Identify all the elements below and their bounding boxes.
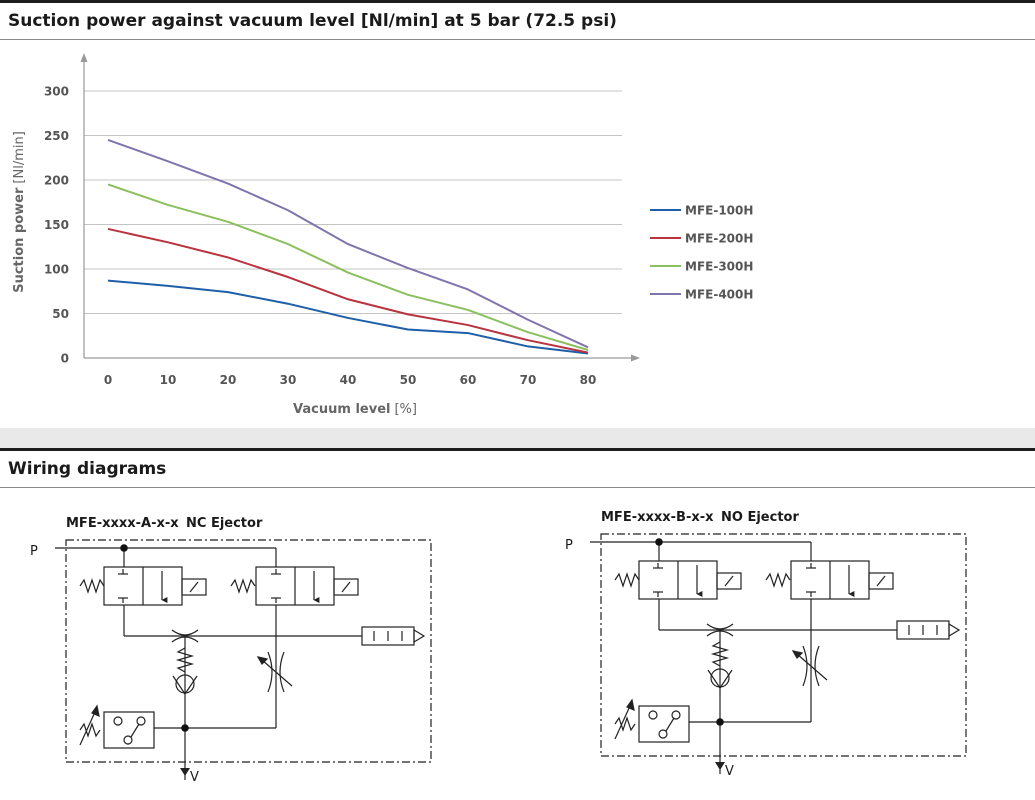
wiring-section-header: Wiring diagrams [0,448,1035,488]
series-line-mfe-100h [107,279,589,355]
chart-section-title: Suction power against vacuum level [Nl/m… [8,11,617,31]
legend-label: MFE-300H [685,260,753,274]
nc-ejector-schematic [55,540,431,780]
no-diagram-type: NO Ejector [721,510,799,525]
y-tick-labels: 0 50 100 150 200 250 300 [44,85,69,366]
x-tick-label: 70 [520,373,537,387]
x-axis-label: Vacuum level [%] [293,402,417,417]
x-tick-label: 0 [104,373,112,387]
series-line-mfe-200h [107,227,589,354]
y-tick-label: 0 [61,352,69,366]
wiring-diagrams: MFE-xxxx-A-x-x NC Ejector P V MFE-xxxx-B… [30,510,1035,785]
no-diagram-code: MFE-xxxx-B-x-x [601,510,714,525]
y-tick-label: 150 [44,218,69,232]
y-tick-label: 100 [44,263,69,277]
nc-diagram-type: NC Ejector [186,516,263,531]
wiring-diagram-no: MFE-xxxx-B-x-x NO Ejector P V [565,510,966,779]
nc-port-v-label: V [190,770,199,785]
chart-axes [80,53,640,362]
y-axis-label-text: Suction power [12,187,27,293]
x-tick-label: 50 [400,373,417,387]
x-tick-label: 30 [280,373,297,387]
chart-section-header: Suction power against vacuum level [Nl/m… [0,0,1035,40]
y-tick-label: 50 [52,307,69,321]
no-port-v-label: V [725,764,734,779]
legend-label: MFE-100H [685,204,753,218]
x-tick-label: 60 [460,373,477,387]
wiring-diagram-nc: MFE-xxxx-A-x-x NC Ejector P V [30,516,431,785]
no-ejector-schematic [590,534,966,774]
x-tick-label: 40 [340,373,357,387]
chart-legend: MFE-100H MFE-200H MFE-300H MFE-400H [650,204,753,302]
legend-label: MFE-400H [685,288,753,302]
x-axis-arrow [631,354,640,362]
series-line-mfe-300h [107,183,589,351]
x-tick-label: 80 [580,373,597,387]
section-divider-band [0,428,1035,448]
legend-label: MFE-200H [685,232,753,246]
suction-power-chart: 0 50 100 150 200 250 300 0 10 20 30 40 50 60 70 80 MFE… [12,53,753,417]
y-tick-label: 200 [44,174,69,188]
nc-diagram-code: MFE-xxxx-A-x-x [66,516,179,531]
x-tick-label: 10 [160,373,177,387]
nc-port-p-label: P [30,544,38,559]
y-axis-label-unit: [Nl/min] [12,131,27,183]
wiring-section-title: Wiring diagrams [8,459,167,479]
y-tick-label: 250 [44,129,69,143]
y-axis-arrow [80,53,88,62]
y-tick-label: 300 [44,85,69,99]
x-tick-label: 20 [220,373,237,387]
series-line-mfe-400h [107,139,589,349]
x-axis-label-unit: [%] [394,402,417,417]
y-axis-label: Suction power [Nl/min] [12,131,27,293]
chart-series [107,139,589,355]
chart-grid [84,90,622,314]
x-axis-label-text: Vacuum level [293,402,390,417]
x-tick-labels: 0 10 20 30 40 50 60 70 80 [104,373,597,387]
no-port-p-label: P [565,538,573,553]
